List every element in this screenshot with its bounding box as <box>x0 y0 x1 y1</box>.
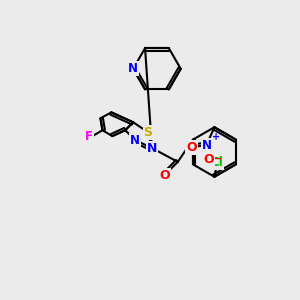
Text: O: O <box>186 140 197 154</box>
Text: N: N <box>128 62 138 75</box>
Text: N: N <box>147 142 157 154</box>
Text: F: F <box>85 130 93 142</box>
Text: O: O <box>203 153 214 167</box>
Text: N: N <box>130 134 140 147</box>
Text: −: − <box>214 154 223 164</box>
Text: O: O <box>160 169 170 182</box>
Text: Cl: Cl <box>210 156 223 170</box>
Text: S: S <box>143 126 152 139</box>
Text: N: N <box>202 139 212 152</box>
Text: +: + <box>212 132 220 142</box>
